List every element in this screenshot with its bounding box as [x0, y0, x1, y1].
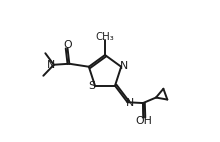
Text: OH: OH	[136, 116, 152, 126]
Text: N: N	[120, 61, 128, 71]
Text: N: N	[126, 98, 134, 108]
Text: S: S	[88, 81, 95, 91]
Text: N: N	[47, 59, 55, 70]
Text: O: O	[63, 40, 72, 50]
Text: CH₃: CH₃	[96, 32, 114, 41]
